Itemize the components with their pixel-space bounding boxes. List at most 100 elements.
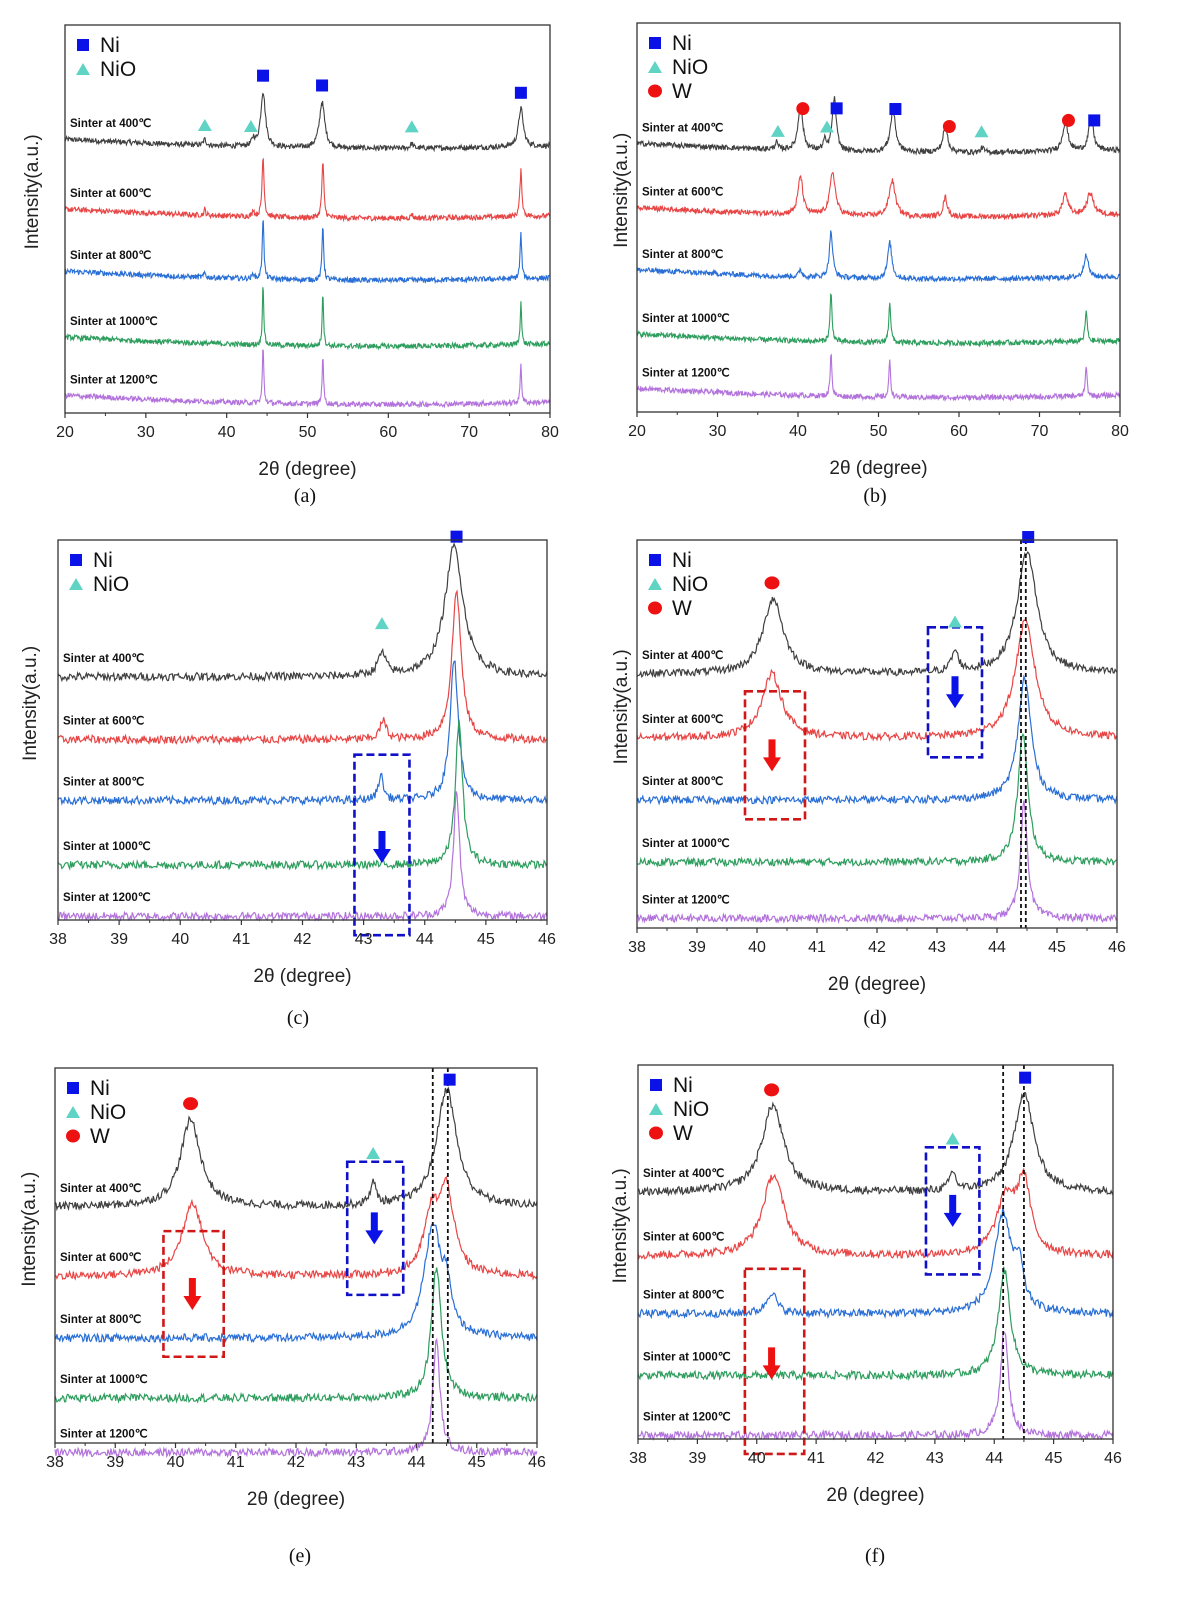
- x-tick-label: 46: [538, 931, 556, 948]
- blue-arrow-down-icon: [365, 1212, 384, 1245]
- series-label: Sinter at 1000℃: [643, 1350, 731, 1363]
- series-line-3: [64, 220, 551, 285]
- caption-e: (e): [288, 1545, 312, 1567]
- series-line-1: [57, 542, 548, 683]
- x-tick-label: 45: [468, 1454, 486, 1471]
- x-tick-label: 42: [294, 931, 312, 948]
- x-axis-title: 2θ (degree): [826, 1485, 924, 1506]
- w-circle-marker-icon: [942, 119, 956, 133]
- xrd-chart-f: Sinter at 400℃ Sinter at 600℃ Sinter at 80…: [610, 1064, 1122, 1506]
- legend-label: NiO: [672, 573, 708, 596]
- series-line-3: [57, 660, 548, 807]
- ni-square-marker-icon: [1088, 114, 1101, 127]
- blue-arrow-down-icon: [946, 676, 964, 709]
- panel-a: Sinter at 400℃ Sinter at 600℃ Sinter at 80…: [0, 0, 580, 480]
- series-line-3: [637, 1207, 1114, 1320]
- x-tick-label: 38: [49, 931, 67, 948]
- nio-triangle-marker-icon: [819, 120, 834, 133]
- legend-label: NiO: [100, 58, 136, 81]
- legend-nio-triangle-icon: [649, 1103, 663, 1115]
- series-label: Sinter at 800℃: [60, 1313, 141, 1326]
- series-label: Sinter at 800℃: [642, 248, 723, 261]
- series-line-4: [54, 1267, 538, 1404]
- red-arrow-down-icon: [183, 1277, 202, 1310]
- x-tick-label: 40: [748, 1450, 766, 1467]
- x-tick-label: 41: [232, 931, 250, 948]
- x-axis-title: 2θ (degree): [258, 459, 356, 480]
- legend-ni-square-icon: [649, 554, 661, 566]
- series-label: Sinter at 600℃: [63, 715, 144, 728]
- x-tick-label: 50: [870, 423, 888, 440]
- series-line-2: [54, 1176, 538, 1281]
- legend-ni-square-icon: [70, 554, 82, 566]
- y-axis-title: Intensity(a.u.): [19, 1172, 40, 1287]
- series-line-1: [637, 1091, 1114, 1197]
- ni-square-marker-icon: [830, 102, 843, 115]
- legend-w-circle-icon: [648, 84, 662, 98]
- series-line-4: [636, 292, 1121, 348]
- w-circle-marker-icon: [1061, 113, 1075, 127]
- w-circle-marker-icon: [764, 1083, 780, 1097]
- x-tick-label: 40: [218, 424, 236, 441]
- series-line-5: [637, 1331, 1114, 1442]
- nio-triangle-marker-icon: [374, 617, 389, 630]
- series-label: Sinter at 600℃: [642, 713, 723, 726]
- nio-triangle-marker-icon: [404, 120, 419, 133]
- legend-ni-square-icon: [67, 1082, 79, 1094]
- x-tick-label: 44: [985, 1450, 1003, 1467]
- legend-label: NiO: [90, 1101, 126, 1124]
- legend-label: Ni: [672, 32, 692, 55]
- legend-ni-square-icon: [650, 1079, 662, 1091]
- w-circle-marker-icon: [764, 576, 780, 590]
- blue-arrow-down-icon: [372, 830, 391, 863]
- series-label: Sinter at 1200℃: [643, 1410, 731, 1423]
- x-tick-label: 43: [347, 1454, 365, 1471]
- caption-b: (b): [863, 485, 887, 507]
- x-tick-label: 41: [808, 939, 826, 956]
- series-line-5: [636, 353, 1121, 402]
- x-tick-label: 43: [355, 931, 373, 948]
- series-label: Sinter at 800℃: [642, 775, 723, 788]
- series-line-1: [64, 92, 551, 153]
- ni-square-marker-icon: [889, 103, 902, 116]
- x-tick-label: 43: [928, 939, 946, 956]
- nio-triangle-marker-icon: [770, 124, 785, 137]
- series-line-5: [636, 800, 1118, 925]
- red-dashed-box: [743, 690, 807, 821]
- x-tick-label: 70: [460, 424, 478, 441]
- series-label: Sinter at 400℃: [642, 649, 723, 662]
- x-tick-label: 60: [950, 423, 968, 440]
- x-tick-label: 38: [629, 1450, 647, 1467]
- series-label: Sinter at 1200℃: [63, 891, 151, 904]
- blue-dashed-box: [345, 1160, 405, 1297]
- x-tick-label: 41: [807, 1450, 825, 1467]
- series-label: Sinter at 1000℃: [60, 1373, 148, 1386]
- series-line-1: [636, 96, 1121, 157]
- series-label: Sinter at 1200℃: [60, 1427, 148, 1440]
- series-line-4: [64, 287, 551, 351]
- series-line-2: [636, 617, 1118, 742]
- x-tick-label: 41: [227, 1454, 245, 1471]
- series-line-5: [57, 791, 548, 923]
- blue-dashed-box: [353, 753, 411, 937]
- nio-triangle-marker-icon: [197, 119, 212, 132]
- panel-d: Sinter at 400℃ Sinter at 600℃ Sinter at 80…: [590, 520, 1184, 1000]
- legend-ni-square-icon: [77, 39, 89, 51]
- series-label: Sinter at 400℃: [643, 1167, 724, 1180]
- x-tick-label: 44: [988, 939, 1006, 956]
- series-label: Sinter at 1000℃: [70, 315, 158, 328]
- series-line-3: [636, 674, 1118, 806]
- x-axis-title: 2θ (degree): [829, 458, 927, 479]
- series-line-1: [54, 1086, 538, 1212]
- x-tick-label: 20: [56, 424, 74, 441]
- series-label: Sinter at 600℃: [60, 1251, 141, 1264]
- ni-square-marker-icon: [257, 69, 270, 82]
- ni-square-marker-icon: [1019, 1071, 1032, 1084]
- xrd-chart-a: Sinter at 400℃ Sinter at 600℃ Sinter at 80…: [22, 24, 559, 480]
- x-tick-label: 38: [628, 939, 646, 956]
- x-tick-label: 42: [868, 939, 886, 956]
- legend-label: Ni: [672, 549, 692, 572]
- x-tick-label: 40: [789, 423, 807, 440]
- series-line-1: [636, 551, 1118, 679]
- panel-e: Sinter at 400℃ Sinter at 600℃ Sinter at 80…: [0, 1050, 580, 1530]
